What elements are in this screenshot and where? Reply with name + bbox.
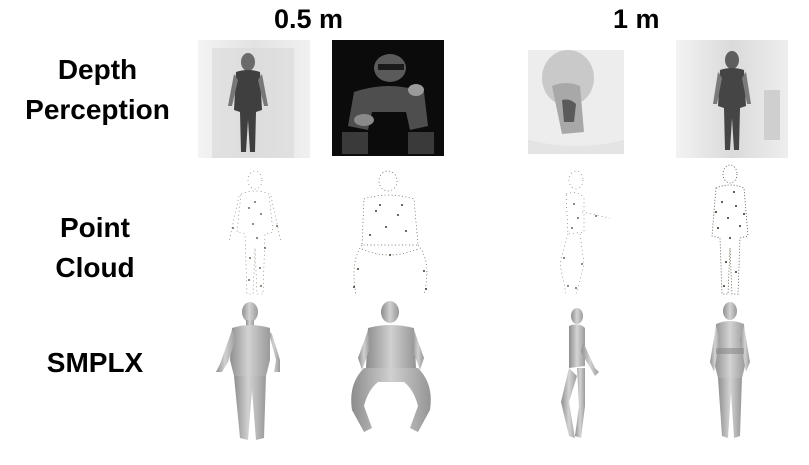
row-label-point-cloud: Point Cloud: [0, 208, 190, 288]
depth-image-standing-1m: [676, 40, 788, 158]
row-label-smplx: SMPLX: [0, 343, 190, 383]
point-cloud-side-walking-1m: [550, 168, 620, 298]
row-label-line: Cloud: [55, 252, 135, 283]
smplx-mesh-standing-1m: [704, 300, 758, 442]
depth-image-side-walking-1m: [522, 40, 632, 158]
row-label-line: SMPLX: [46, 347, 144, 378]
depth-image-crouching-0-5m: [332, 40, 444, 156]
smplx-mesh-side-walking-1m: [555, 306, 605, 442]
point-cloud-crouching-0-5m: [340, 165, 440, 301]
point-cloud-standing-0-5m: [205, 168, 305, 298]
row-label-line: Perception: [25, 94, 170, 125]
smplx-mesh-standing-0-5m: [208, 300, 296, 444]
row-label-depth-perception: Depth Perception: [0, 50, 195, 130]
depth-image-standing-0-5m: [198, 40, 310, 158]
row-label-line: Point: [60, 212, 130, 243]
point-cloud-standing-1m: [700, 162, 760, 300]
smplx-mesh-crouching-0-5m: [342, 298, 440, 440]
column-header-0-5m: 0.5 m: [274, 4, 344, 34]
column-header-1m: 1 m: [613, 4, 660, 34]
row-label-line: Depth: [57, 54, 138, 85]
